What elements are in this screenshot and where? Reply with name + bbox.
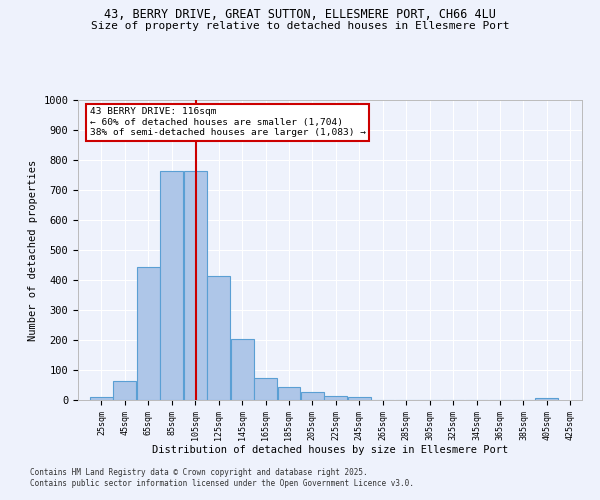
X-axis label: Distribution of detached houses by size in Ellesmere Port: Distribution of detached houses by size …	[152, 446, 508, 456]
Bar	[90, 397, 113, 400]
Y-axis label: Number of detached properties: Number of detached properties	[28, 160, 38, 340]
Bar	[325, 396, 347, 400]
Bar	[207, 276, 230, 400]
Bar	[230, 338, 254, 400]
Bar	[137, 266, 160, 400]
Bar	[254, 378, 277, 400]
Bar	[301, 392, 324, 400]
Text: Size of property relative to detached houses in Ellesmere Port: Size of property relative to detached ho…	[91, 21, 509, 31]
Bar	[160, 172, 183, 400]
Bar	[184, 172, 206, 400]
Bar	[278, 386, 301, 400]
Bar	[348, 397, 371, 400]
Text: Contains HM Land Registry data © Crown copyright and database right 2025.
Contai: Contains HM Land Registry data © Crown c…	[30, 468, 414, 487]
Bar	[113, 382, 136, 400]
Text: 43, BERRY DRIVE, GREAT SUTTON, ELLESMERE PORT, CH66 4LU: 43, BERRY DRIVE, GREAT SUTTON, ELLESMERE…	[104, 8, 496, 20]
Text: 43 BERRY DRIVE: 116sqm
← 60% of detached houses are smaller (1,704)
38% of semi-: 43 BERRY DRIVE: 116sqm ← 60% of detached…	[90, 108, 366, 138]
Bar	[535, 398, 558, 400]
